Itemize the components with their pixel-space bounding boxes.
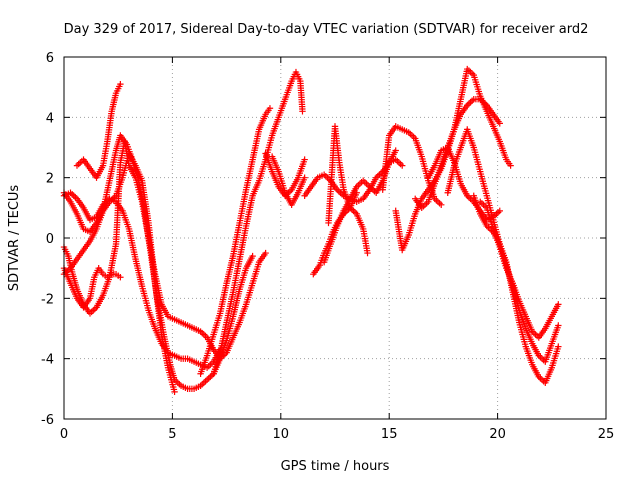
series-track-21 bbox=[477, 198, 562, 341]
data-point bbox=[299, 108, 306, 115]
data-point bbox=[555, 301, 562, 308]
data-point bbox=[468, 97, 476, 104]
data-point bbox=[249, 252, 256, 260]
data-point bbox=[394, 157, 401, 165]
grid bbox=[64, 57, 606, 419]
data-point bbox=[202, 378, 209, 385]
data-point bbox=[353, 189, 360, 196]
chart-title: Day 329 of 2017, Sidereal Day-to-day VTE… bbox=[64, 22, 589, 37]
y-tick-label: 2 bbox=[46, 172, 54, 187]
x-tick-label: 5 bbox=[168, 427, 176, 442]
x-tick-label: 10 bbox=[273, 427, 290, 442]
series-track-20 bbox=[470, 192, 562, 365]
data-point bbox=[200, 379, 208, 386]
series-track-17 bbox=[412, 96, 503, 212]
y-tick-labels: -6 -4 -2 0 2 4 6 bbox=[41, 51, 54, 428]
data-point bbox=[392, 147, 399, 154]
data-point bbox=[266, 105, 274, 112]
data-point bbox=[436, 200, 443, 207]
data-point bbox=[467, 68, 474, 76]
data-point bbox=[465, 100, 473, 107]
data-point bbox=[171, 388, 178, 396]
series-track-8 bbox=[210, 68, 306, 377]
data-point bbox=[538, 376, 546, 383]
data-point bbox=[205, 363, 212, 370]
data-point bbox=[72, 194, 79, 201]
y-tick-label: 0 bbox=[46, 232, 54, 247]
axis-ticks bbox=[63, 56, 607, 420]
data-point bbox=[75, 160, 82, 168]
data-point bbox=[117, 274, 124, 281]
data-point bbox=[438, 201, 445, 209]
series-track-9 bbox=[262, 150, 308, 199]
x-tick-label: 0 bbox=[60, 427, 68, 442]
data-point bbox=[301, 156, 308, 163]
data-point bbox=[434, 198, 442, 205]
data-point bbox=[478, 200, 486, 207]
y-tick-label: -4 bbox=[41, 353, 54, 368]
x-tick-label: 20 bbox=[489, 427, 506, 442]
data-marks bbox=[60, 65, 562, 396]
data-point bbox=[494, 209, 502, 216]
y-tick-label: 6 bbox=[46, 51, 54, 66]
data-point bbox=[203, 376, 211, 383]
data-point bbox=[77, 159, 84, 166]
data-point bbox=[337, 189, 344, 196]
series-track-10 bbox=[268, 153, 308, 209]
x-tick-label: 15 bbox=[381, 427, 398, 442]
data-point bbox=[555, 343, 562, 350]
x-tick-labels: 0 5 10 15 20 25 bbox=[60, 427, 614, 442]
data-point bbox=[200, 331, 208, 338]
data-point bbox=[538, 355, 546, 362]
x-axis-label: GPS time / hours bbox=[281, 459, 390, 474]
data-point bbox=[376, 171, 383, 178]
data-point bbox=[361, 178, 369, 186]
data-point bbox=[301, 174, 308, 181]
data-point bbox=[207, 373, 214, 380]
data-point bbox=[322, 172, 329, 180]
data-point bbox=[262, 249, 269, 257]
y-tick-label: 4 bbox=[46, 111, 54, 126]
data-point bbox=[467, 195, 474, 202]
series-track-7 bbox=[197, 105, 274, 377]
x-tick-label: 25 bbox=[598, 427, 615, 442]
series-track-5 bbox=[73, 80, 124, 181]
data-point bbox=[493, 210, 500, 218]
data-point bbox=[73, 162, 81, 169]
y-axis-label: SDTVAR / TECUs bbox=[7, 185, 22, 292]
data-point bbox=[68, 191, 76, 198]
data-point bbox=[408, 132, 416, 139]
series-track-15 bbox=[379, 123, 445, 209]
data-point bbox=[356, 180, 364, 187]
data-point bbox=[335, 188, 342, 195]
data-point bbox=[205, 375, 212, 382]
y-tick-label: -2 bbox=[41, 292, 54, 307]
data-point bbox=[364, 249, 371, 257]
data-point bbox=[359, 177, 367, 184]
data-point bbox=[507, 162, 514, 169]
series-track-14 bbox=[325, 123, 360, 227]
series-track-4 bbox=[60, 264, 124, 311]
series-track-6 bbox=[60, 150, 178, 396]
data-point bbox=[467, 99, 474, 106]
data-point bbox=[90, 307, 97, 314]
data-point bbox=[117, 80, 124, 88]
data-point bbox=[496, 120, 503, 127]
data-point bbox=[397, 160, 404, 168]
data-point bbox=[496, 207, 503, 215]
data-point bbox=[555, 322, 562, 329]
data-point bbox=[399, 162, 406, 169]
y-tick-label: -6 bbox=[41, 413, 54, 428]
series-track-1 bbox=[60, 189, 224, 371]
data-point bbox=[532, 331, 539, 338]
